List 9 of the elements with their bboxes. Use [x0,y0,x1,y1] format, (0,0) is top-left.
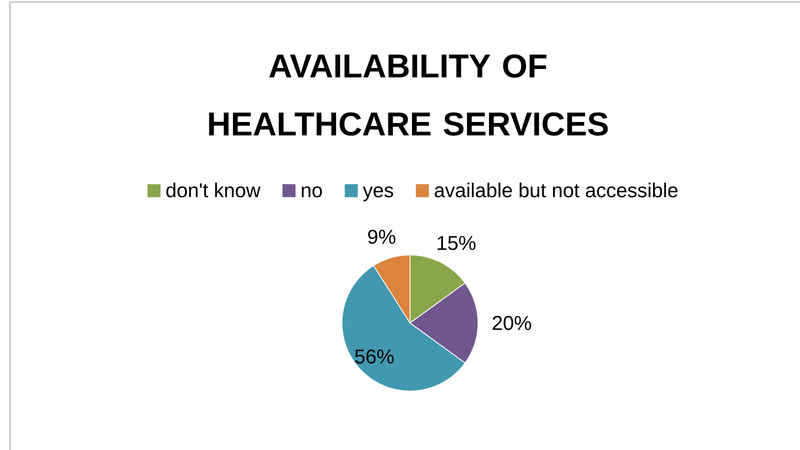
chart-title: AVAILABILITY OF HEALTHCARE SERVICES [209,54,608,136]
data-label: 56% [355,349,394,364]
data-label: 9% [368,230,396,244]
data-label: 20% [492,316,532,330]
legend-label: yes [362,186,394,202]
legend-label: no [302,186,322,198]
legend-label: available but not accessible [434,182,678,198]
legend-label: don't know [166,182,261,198]
data-label: 15% [438,236,476,250]
